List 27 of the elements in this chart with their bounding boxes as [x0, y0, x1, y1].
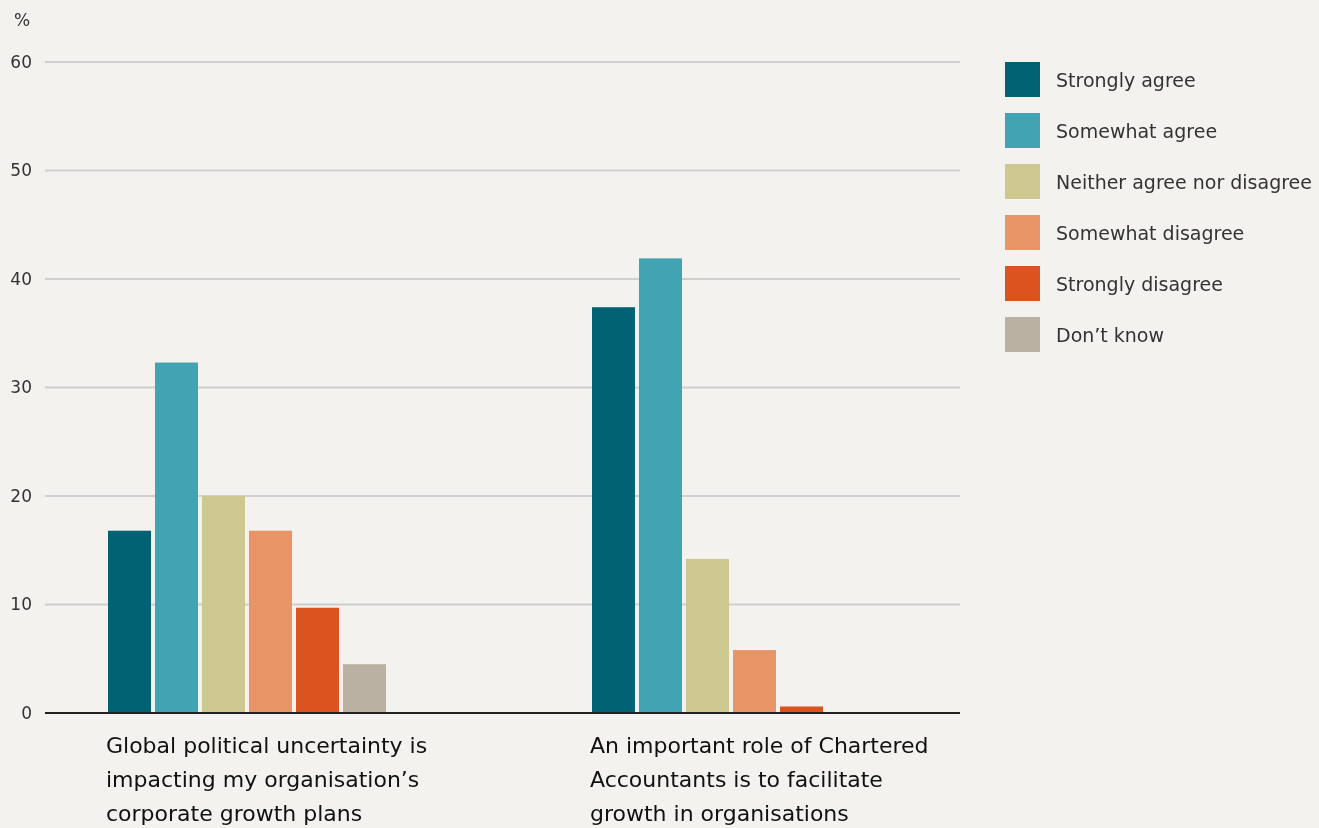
- legend-label: Don’t know: [1056, 323, 1165, 346]
- bar: [592, 307, 635, 713]
- y-tick-label: 60: [10, 51, 32, 72]
- y-tick-label: 30: [10, 377, 32, 398]
- bar: [202, 496, 245, 713]
- legend-label: Somewhat disagree: [1056, 221, 1245, 244]
- x-tick-label: An important role of Chartered Accountants is to facilitate growth in organisations: [590, 733, 929, 826]
- bar: [639, 258, 682, 713]
- y-tick-label: 10: [10, 594, 32, 615]
- x-tick-label: Global political uncertainty is impacting my organisation’s corporate growth plans: [106, 733, 428, 826]
- legend-label: Strongly disagree: [1056, 272, 1223, 295]
- bar: [108, 530, 151, 713]
- bar: [733, 650, 776, 713]
- y-axis-title: %: [13, 10, 31, 30]
- bar: [249, 530, 292, 713]
- bar: [296, 607, 339, 713]
- legend-label: Neither agree nor disagree: [1056, 170, 1312, 193]
- y-tick-label: 20: [10, 485, 32, 506]
- bar: [686, 558, 729, 713]
- legend-label: Strongly agree: [1056, 68, 1196, 91]
- bar: [155, 362, 198, 713]
- y-tick-label: 40: [10, 268, 32, 289]
- bar: [343, 664, 386, 713]
- y-tick-label: 0: [21, 702, 32, 723]
- bar: [780, 706, 823, 713]
- legend-label: Somewhat agree: [1056, 119, 1218, 142]
- y-tick-label: 50: [10, 160, 32, 181]
